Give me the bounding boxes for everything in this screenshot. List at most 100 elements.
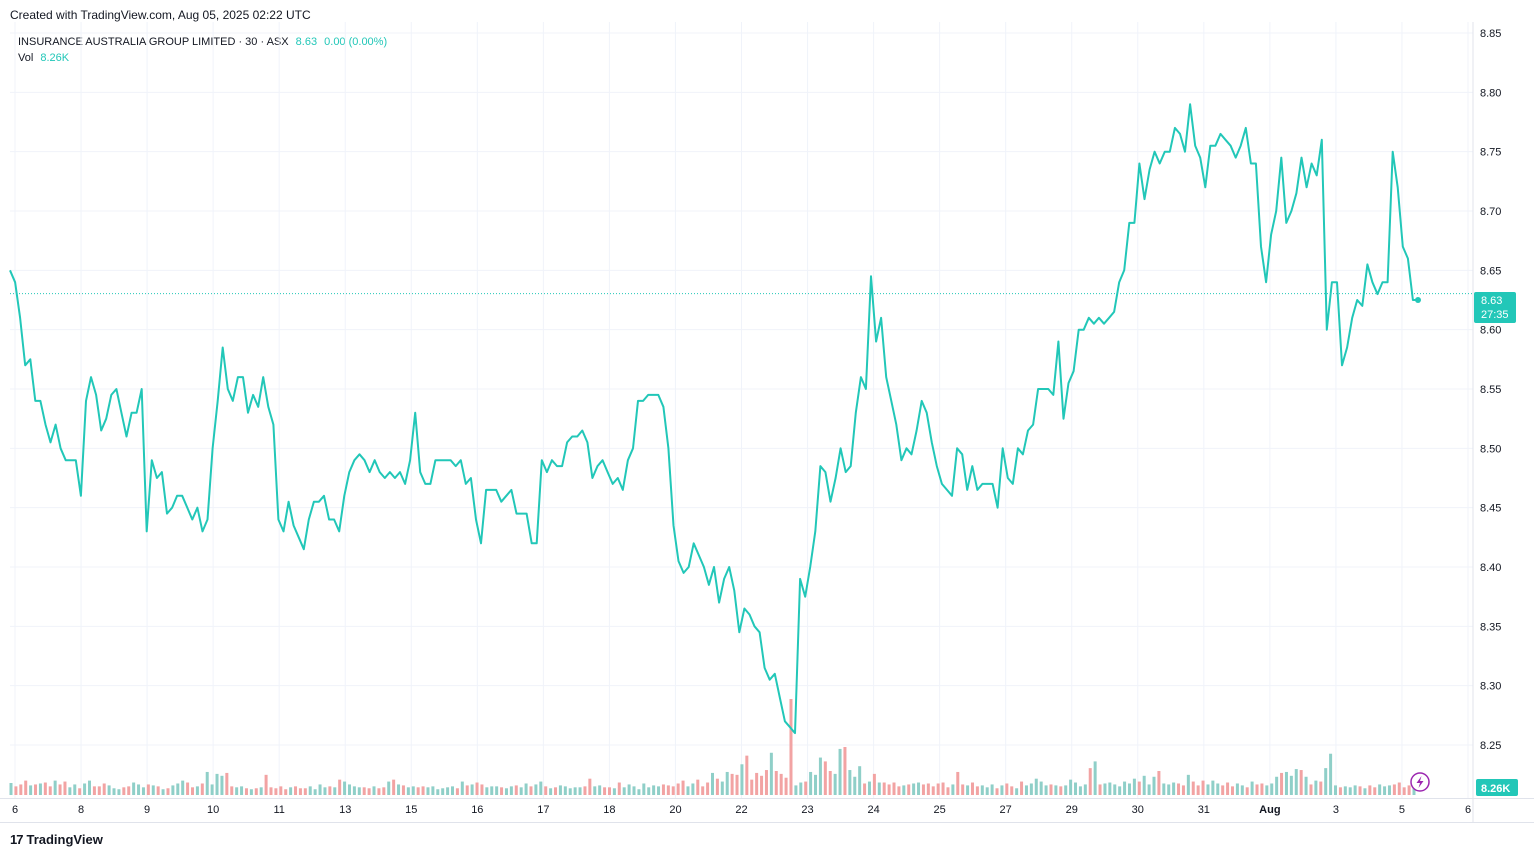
volume-bar: [122, 787, 126, 795]
volume-bar: [544, 786, 548, 795]
volume-bar: [1319, 781, 1323, 795]
volume-bar: [917, 782, 921, 795]
volume-bar: [1201, 780, 1205, 795]
price-axis-label: 8.75: [1480, 147, 1501, 159]
price-axis-label: 8.65: [1480, 265, 1501, 277]
volume-bar: [132, 782, 136, 795]
volume-bar: [382, 787, 386, 795]
volume-bar: [426, 787, 430, 795]
volume-bar: [1054, 785, 1058, 795]
volume-bar: [289, 787, 293, 795]
time-axis-label: 31: [1198, 804, 1210, 816]
footer-brand[interactable]: 17 TradingView: [10, 832, 103, 847]
volume-bar: [598, 785, 602, 795]
volume-bar: [500, 787, 504, 795]
volume-bar: [1177, 783, 1181, 795]
volume-bar: [1206, 784, 1210, 795]
volume-bar: [1260, 783, 1264, 795]
volume-bar: [347, 784, 351, 795]
volume-bar: [907, 784, 911, 795]
volume-bar: [858, 766, 862, 795]
volume-bar: [657, 786, 661, 795]
volume-bar: [436, 789, 440, 795]
volume-bar: [1005, 783, 1009, 795]
volume-bar: [730, 773, 734, 795]
volume-bar: [995, 788, 999, 795]
volume-bar: [1010, 786, 1014, 795]
legend: INSURANCE AUSTRALIA GROUP LIMITED · 30 ·…: [18, 34, 387, 66]
volume-bar: [1294, 769, 1298, 795]
legend-volume-row: Vol 8.26K: [18, 50, 387, 66]
volume-bar: [19, 784, 23, 795]
volume-bar: [637, 789, 641, 795]
volume-bar: [1363, 788, 1367, 795]
volume-bar: [475, 782, 479, 795]
volume-bar: [961, 784, 965, 795]
volume-bar: [1137, 781, 1141, 795]
volume-bar: [514, 785, 518, 795]
volume-bar: [519, 787, 523, 795]
volume-bar: [509, 786, 513, 795]
time-axis-label: 23: [801, 804, 813, 816]
volume-bar: [985, 787, 989, 795]
volume-badge: 8.26K: [1476, 779, 1518, 796]
volume-bar: [549, 788, 553, 795]
volume-badge-text: 8.26K: [1481, 783, 1510, 795]
volume-bar: [465, 785, 469, 795]
volume-bar: [622, 787, 626, 795]
volume-bar: [750, 779, 754, 795]
lightning-icon[interactable]: [1410, 772, 1430, 792]
volume-bar: [495, 786, 499, 795]
badge-bg: [1474, 292, 1516, 323]
volume-label[interactable]: Vol: [18, 52, 34, 64]
volume-bar: [1034, 778, 1038, 795]
volume-bar: [1152, 776, 1156, 795]
volume-bar: [902, 785, 906, 795]
volume-bar: [490, 786, 494, 795]
volume-bar: [1142, 775, 1146, 795]
volume-bar: [1348, 787, 1352, 795]
lightning-icon-bolt: [1416, 776, 1424, 788]
volume-bar: [357, 787, 361, 795]
volume-bar: [843, 747, 847, 795]
volume-bar: [568, 788, 572, 795]
volume-bar: [387, 781, 391, 795]
volume-bar: [647, 787, 651, 795]
volume-bar: [161, 789, 165, 795]
time-axis-label: 13: [339, 804, 351, 816]
volume-bar: [298, 788, 302, 795]
volume-bar: [784, 777, 788, 795]
time-axis-label: 30: [1132, 804, 1144, 816]
volume-bar: [112, 788, 116, 795]
volume-bar: [529, 786, 533, 795]
volume-bar: [1024, 785, 1028, 795]
volume-bar: [970, 782, 974, 795]
volume-bar: [848, 770, 852, 795]
volume-bar: [926, 783, 930, 795]
volume-bar: [725, 771, 729, 795]
volume-bar: [1029, 783, 1033, 795]
volume-bar: [941, 782, 945, 795]
volume-bar: [294, 786, 298, 795]
volume-bar: [38, 783, 42, 795]
volume-bar: [681, 780, 685, 795]
volume-bar: [191, 787, 195, 795]
volume-bar: [666, 785, 670, 795]
volume-bar: [1387, 785, 1391, 795]
volume-bar: [352, 786, 356, 795]
volume-bar: [1162, 783, 1166, 795]
tradingview-logo-icon: 17: [10, 832, 24, 847]
volume-bar: [362, 787, 366, 795]
time-axis-label: 3: [1333, 804, 1339, 816]
time-axis-label: 9: [144, 804, 150, 816]
volume-bar: [431, 786, 435, 795]
price-axis-label: 8.50: [1480, 443, 1501, 455]
volume-bar: [97, 786, 101, 795]
volume-bar: [480, 784, 484, 795]
time-axis-label: 18: [603, 804, 615, 816]
volume-bar: [951, 784, 955, 795]
symbol-title[interactable]: INSURANCE AUSTRALIA GROUP LIMITED · 30 ·…: [18, 36, 289, 48]
volume-bar: [1049, 784, 1053, 795]
volume-bar: [799, 782, 803, 795]
